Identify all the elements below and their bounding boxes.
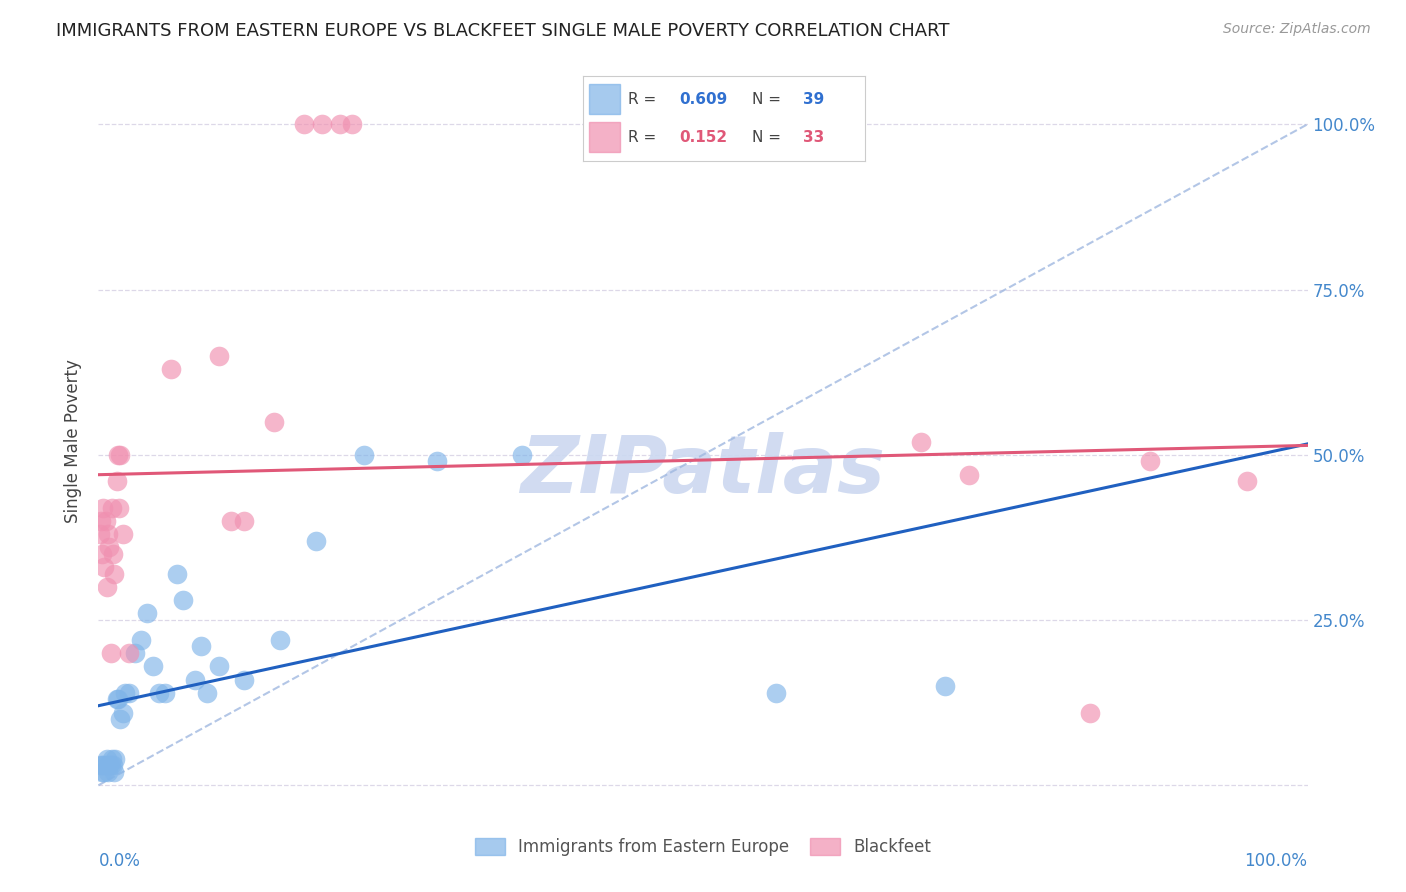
Legend: Immigrants from Eastern Europe, Blackfeet: Immigrants from Eastern Europe, Blackfee… [468, 831, 938, 863]
Point [129, 632, 152, 647]
Point [105, 692, 128, 706]
Text: R =: R = [628, 92, 657, 107]
Point [934, 679, 956, 693]
Point [104, 752, 127, 766]
Text: 0.152: 0.152 [679, 130, 727, 145]
Point [91, 758, 114, 772]
Point [93, 560, 115, 574]
Point [426, 454, 449, 468]
Point [172, 593, 194, 607]
Point [232, 514, 254, 528]
Text: 39: 39 [803, 92, 824, 107]
Text: N =: N = [752, 92, 782, 107]
Point [190, 640, 212, 654]
Bar [589, 85, 620, 114]
Point [101, 547, 124, 561]
Point [105, 474, 128, 488]
Point [153, 686, 176, 700]
Point [305, 533, 328, 548]
Point [329, 117, 352, 131]
Y-axis label: Single Male Poverty: Single Male Poverty [65, 359, 83, 524]
Point [232, 673, 254, 687]
Point [91, 765, 114, 780]
Text: 100.0%: 100.0% [1244, 853, 1308, 871]
Point [108, 712, 131, 726]
Point [107, 448, 129, 462]
Point [269, 632, 291, 647]
Point [103, 765, 125, 780]
Point [135, 607, 157, 621]
Point [90, 758, 112, 772]
Point [148, 686, 170, 700]
Point [90, 514, 112, 528]
Point [107, 692, 129, 706]
Point [195, 686, 218, 700]
Point [142, 659, 165, 673]
Point [957, 467, 980, 482]
Point [94, 758, 117, 772]
Text: 0.609: 0.609 [679, 92, 727, 107]
Text: N =: N = [752, 130, 782, 145]
Point [111, 706, 134, 720]
Point [97, 765, 120, 780]
Point [100, 646, 122, 660]
Point [208, 349, 231, 363]
Point [910, 434, 932, 449]
Point [208, 659, 231, 673]
Text: ZIPatlas: ZIPatlas [520, 432, 886, 510]
Point [93, 765, 115, 780]
Point [114, 686, 136, 700]
Point [118, 646, 141, 660]
Point [103, 566, 125, 581]
Point [96, 580, 118, 594]
Point [124, 646, 146, 660]
Point [1139, 454, 1161, 468]
Point [1078, 706, 1101, 720]
Point [510, 448, 533, 462]
Point [94, 514, 117, 528]
Bar [589, 122, 620, 152]
Point [118, 686, 141, 700]
Point [311, 117, 333, 131]
Text: 33: 33 [803, 130, 824, 145]
Point [91, 500, 114, 515]
Text: 0.0%: 0.0% [98, 853, 141, 871]
Point [98, 541, 121, 555]
Point [91, 547, 114, 561]
Point [97, 527, 120, 541]
Point [89, 527, 111, 541]
Point [108, 500, 131, 515]
Point [166, 566, 188, 581]
Point [111, 527, 134, 541]
Point [263, 415, 285, 429]
Point [765, 686, 787, 700]
Point [101, 758, 124, 772]
Point [342, 117, 364, 131]
Text: Source: ZipAtlas.com: Source: ZipAtlas.com [1223, 22, 1371, 37]
Point [292, 117, 315, 131]
Point [184, 673, 207, 687]
Point [100, 752, 122, 766]
Point [100, 500, 122, 515]
Point [221, 514, 243, 528]
Point [100, 758, 122, 772]
Point [108, 448, 131, 462]
Point [353, 448, 375, 462]
Point [98, 758, 121, 772]
Text: IMMIGRANTS FROM EASTERN EUROPE VS BLACKFEET SINGLE MALE POVERTY CORRELATION CHAR: IMMIGRANTS FROM EASTERN EUROPE VS BLACKF… [56, 22, 949, 40]
Point [160, 361, 183, 376]
Point [96, 752, 118, 766]
Point [1236, 474, 1258, 488]
Text: R =: R = [628, 130, 657, 145]
